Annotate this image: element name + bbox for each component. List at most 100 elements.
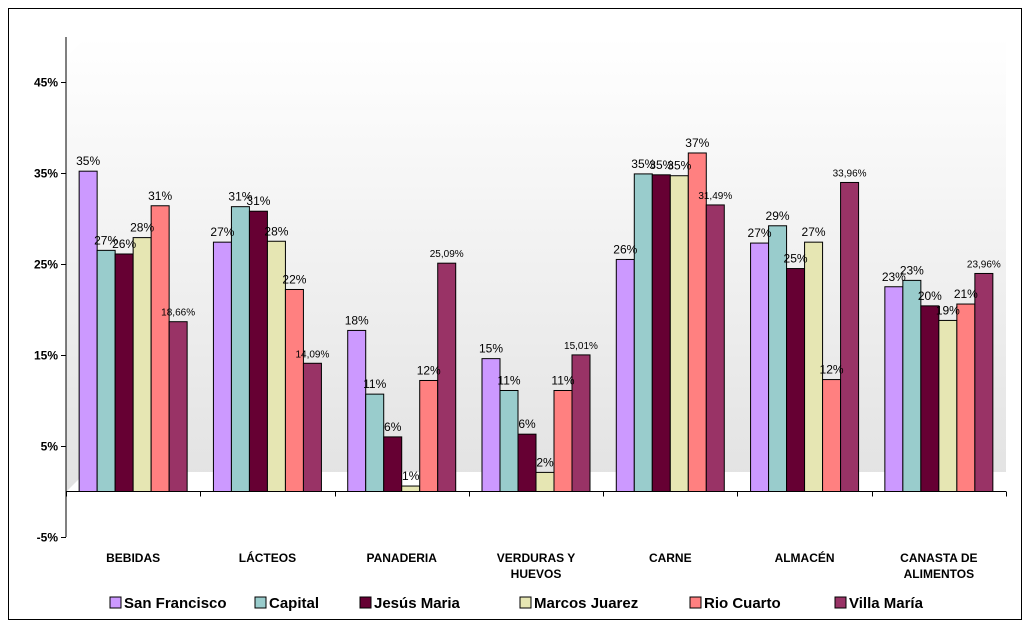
bar (651, 174, 671, 492)
bar (499, 389, 519, 492)
bar (517, 433, 537, 493)
bar (902, 279, 922, 492)
legend-label: Rio Cuarto (704, 595, 781, 612)
bar (212, 241, 232, 492)
bar (956, 303, 976, 493)
bar (302, 362, 322, 492)
bar (615, 258, 635, 493)
data-label: 22% (282, 272, 306, 286)
bar (96, 249, 116, 492)
bar (419, 379, 439, 493)
bar (687, 152, 707, 492)
bar (571, 354, 591, 492)
data-label: 2% (536, 455, 554, 469)
data-label: 18,66% (161, 308, 195, 319)
bar (768, 225, 788, 492)
x-tick-label: PANADERIA (366, 551, 437, 565)
data-label: 31% (246, 194, 270, 208)
data-label: 15,01% (564, 341, 598, 352)
legend-label: Capital (269, 595, 319, 612)
data-label: 11% (363, 377, 386, 391)
y-tick-label: 35% (34, 167, 58, 181)
bar (78, 170, 98, 492)
legend-label: Jesús Maria (374, 595, 461, 612)
bar (284, 288, 304, 493)
data-label: 31,49% (698, 191, 732, 202)
legend-swatch (359, 596, 372, 609)
x-tick-label: LÁCTEOS (239, 550, 296, 565)
bar (804, 241, 824, 492)
x-tick-label: CARNE (649, 551, 692, 565)
data-label: 12% (417, 363, 441, 377)
legend-swatch (834, 596, 847, 609)
data-label: 33,96% (833, 168, 867, 179)
bar (168, 321, 188, 492)
bar (705, 204, 725, 492)
data-label: 28% (264, 224, 288, 238)
data-label: 35% (649, 158, 673, 172)
bar (114, 253, 134, 492)
bar (365, 393, 385, 493)
data-label: 31% (228, 190, 252, 204)
legend-swatch (689, 596, 702, 609)
bar (437, 262, 457, 492)
bar (974, 272, 994, 492)
bar (822, 379, 842, 493)
data-label: 28% (130, 221, 154, 235)
data-label: 27% (802, 225, 826, 239)
x-tick-label: BEBIDAS (106, 551, 160, 565)
y-tick-label: 25% (34, 258, 58, 272)
bar (383, 436, 403, 492)
data-label: 12% (820, 363, 844, 377)
data-label: 21% (954, 287, 978, 301)
legend-swatch (519, 596, 532, 609)
data-label: 20% (918, 289, 942, 303)
legend-swatch (254, 596, 267, 609)
legend-swatch (109, 596, 122, 609)
data-label: 25,09% (430, 249, 464, 260)
data-label: 25% (784, 252, 808, 266)
bar (230, 206, 250, 492)
data-label: 27% (94, 233, 118, 247)
plot-area-backwall (66, 37, 1006, 492)
bar (347, 329, 367, 492)
data-label: 26% (613, 242, 637, 256)
data-label: 35% (76, 154, 100, 168)
data-label: 27% (210, 225, 234, 239)
data-label: 35% (667, 159, 691, 173)
bar (401, 485, 421, 493)
data-label: 35% (631, 157, 655, 171)
bar (884, 286, 904, 492)
data-label: 29% (766, 209, 790, 223)
data-label: 14,09% (295, 349, 329, 360)
y-tick-label: 5% (41, 440, 59, 454)
bar (553, 389, 573, 492)
data-label: 23% (882, 270, 906, 284)
data-label: 26% (112, 237, 136, 251)
legend-label: Marcos Juarez (534, 595, 638, 612)
data-label: 6% (384, 420, 402, 434)
y-tick-label: 15% (34, 349, 58, 363)
bar (938, 319, 958, 493)
bar (750, 242, 770, 492)
data-label: 23% (900, 263, 924, 277)
bar (669, 175, 689, 492)
bar (150, 205, 170, 492)
data-label: 6% (518, 417, 536, 431)
y-tick-label: 45% (34, 76, 58, 90)
bar (786, 268, 806, 492)
legend-label: Villa María (849, 595, 924, 612)
data-label: 27% (748, 226, 772, 240)
x-tick-label: CANASTA DE ALIMENTOS (900, 551, 977, 581)
bar (248, 210, 268, 492)
data-label: 23,96% (967, 259, 1001, 270)
data-label: 11% (497, 373, 520, 387)
data-label: 11% (551, 373, 574, 387)
data-label: 37% (685, 136, 709, 150)
bar (132, 237, 152, 492)
y-tick-label: -5% (37, 531, 59, 545)
bar (920, 305, 940, 492)
bar (535, 471, 555, 493)
